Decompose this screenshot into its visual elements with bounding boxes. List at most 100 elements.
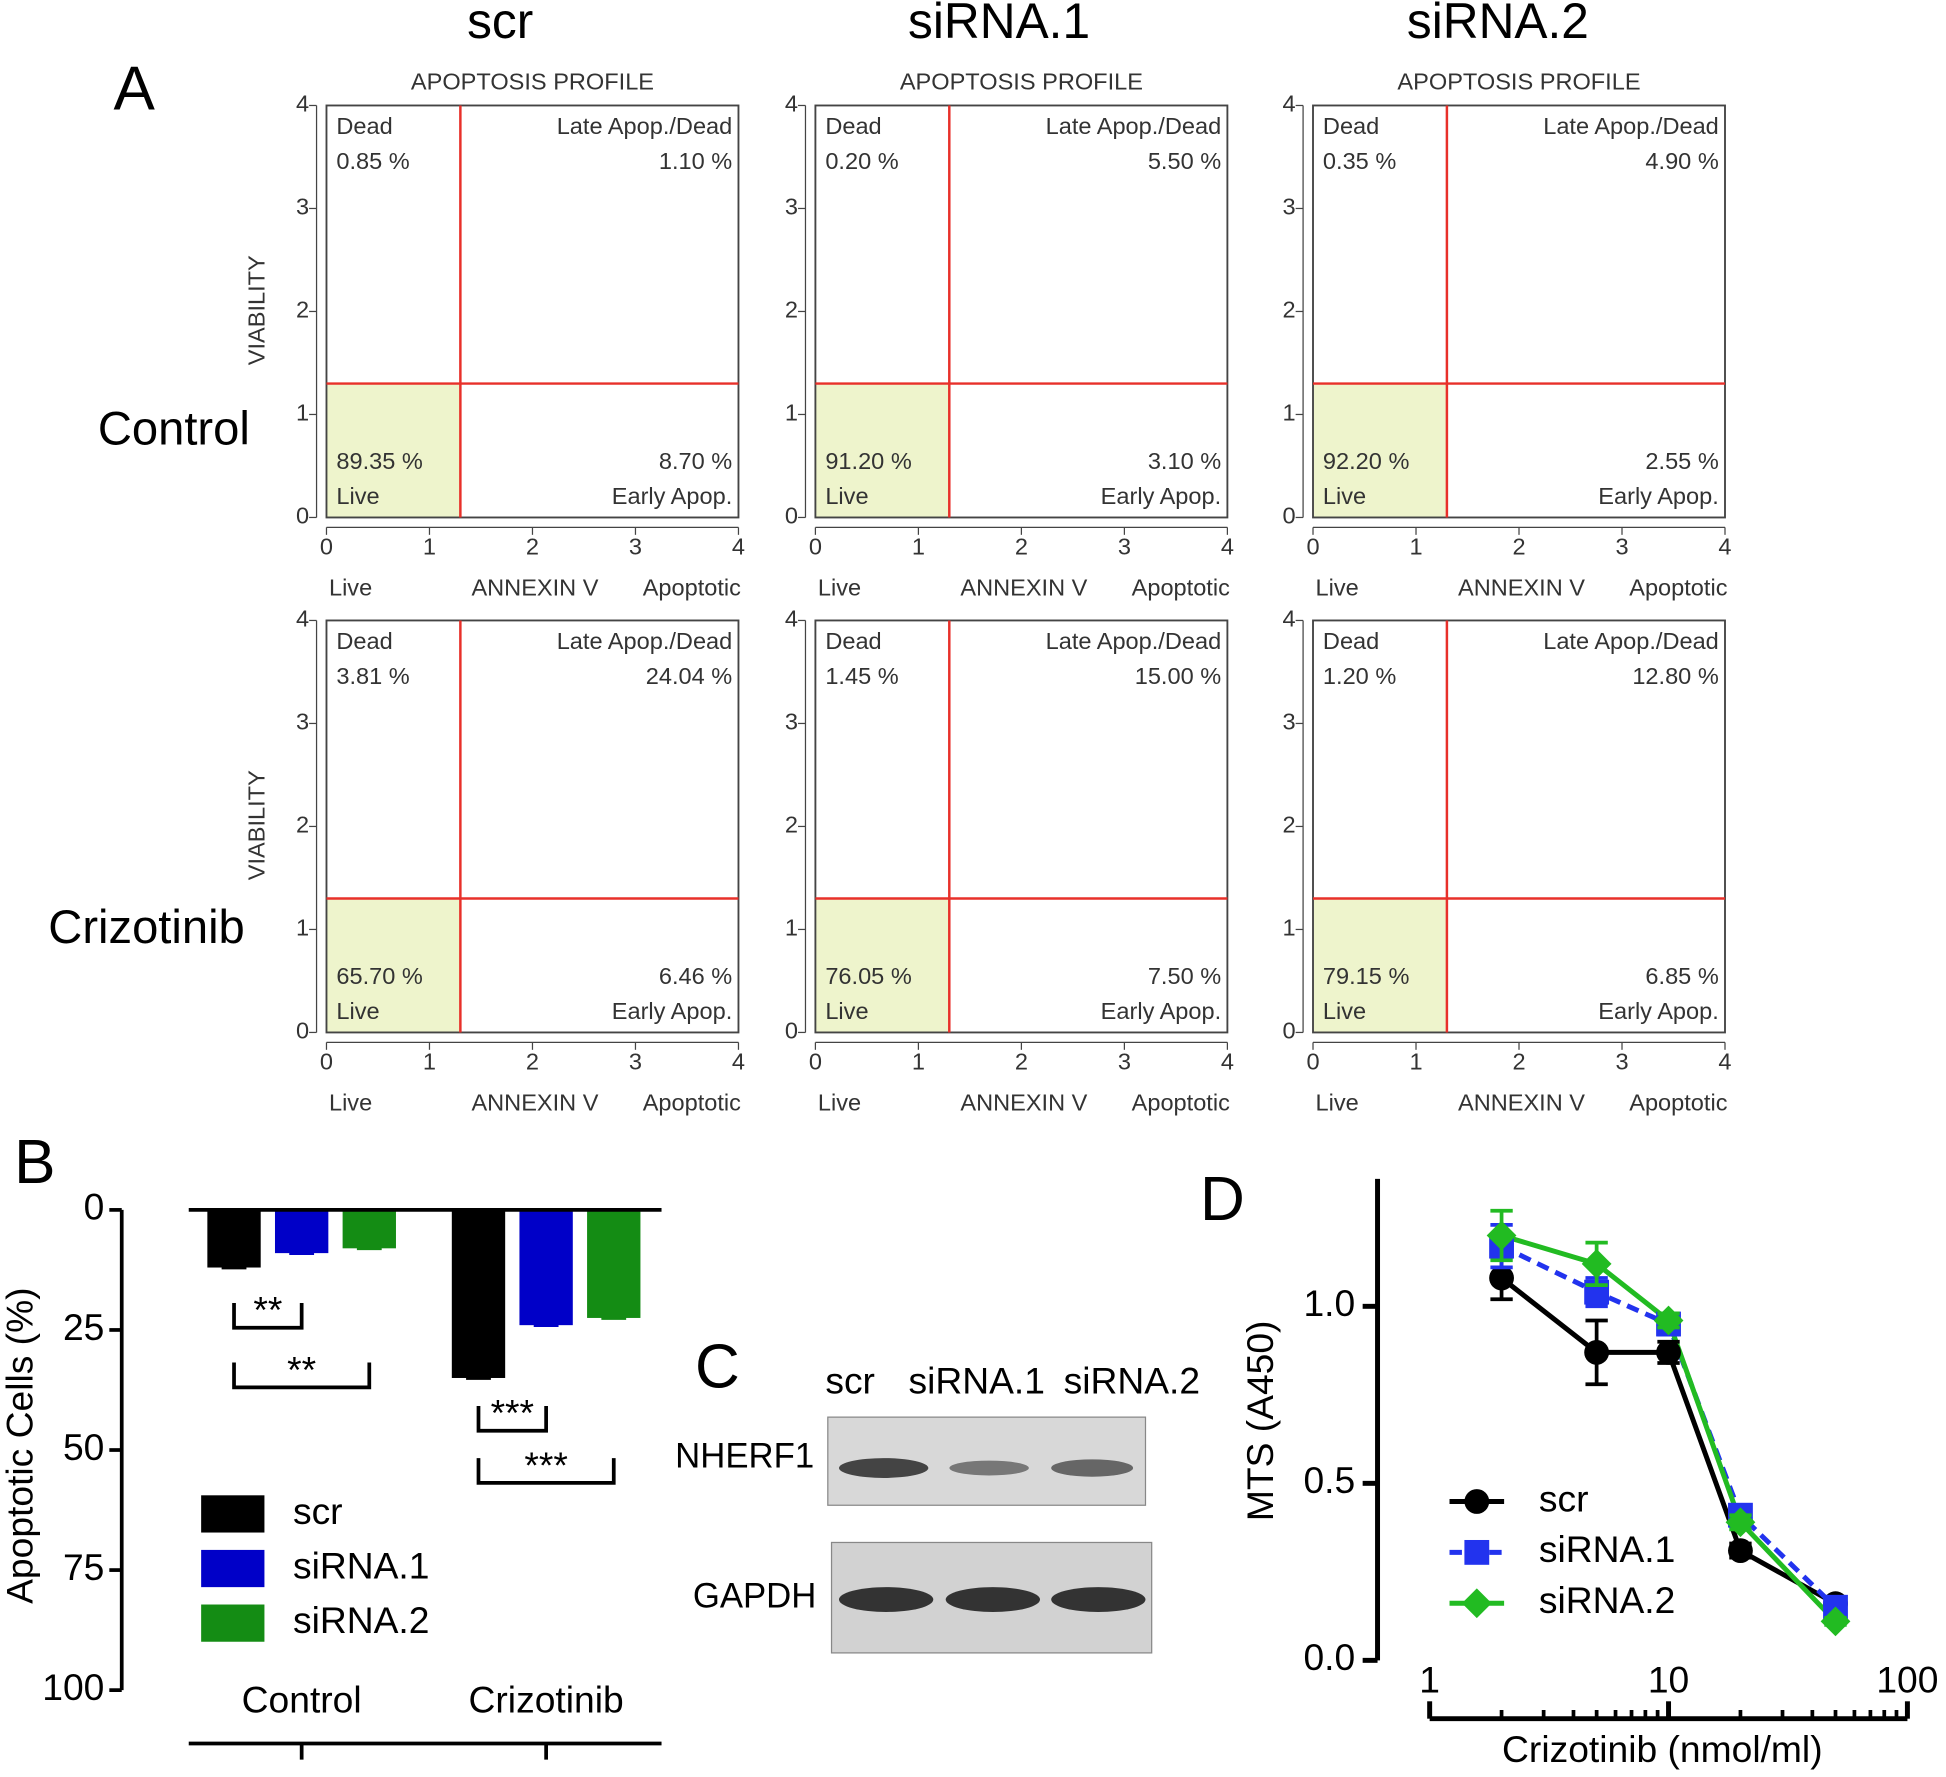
quadrant-name: Dead [825, 628, 881, 654]
x-tick-label: 4 [1221, 1049, 1234, 1075]
plot-frame [325, 619, 740, 1034]
marker [1653, 1305, 1684, 1336]
y-tick-label: 1 [296, 915, 309, 941]
quadrant-value: 4.90 % [1645, 148, 1718, 174]
x-axis-label: ANNEXIN V [471, 575, 598, 601]
y-axis-label: Apoptotic Cells (%) [0, 1287, 40, 1603]
x-left-label: Live [1315, 1090, 1358, 1116]
x-tick-label: 1 [912, 1049, 925, 1075]
bar [519, 1209, 573, 1326]
quadrant-name: Early Apop. [612, 998, 733, 1024]
live-gate [815, 898, 950, 1033]
legend-label: siRNA.2 [1539, 1579, 1676, 1621]
marker [1656, 1339, 1681, 1365]
legend-label: scr [1539, 1477, 1589, 1519]
quadrant-value: 1.20 % [1323, 663, 1396, 689]
y-tick-label: 3 [1283, 709, 1296, 735]
y-tick-label: 1.0 [1303, 1282, 1355, 1324]
y-tick-label: 4 [785, 91, 798, 117]
y-tick-label: 0 [785, 1018, 798, 1044]
y-tick-label: 3 [296, 709, 309, 735]
legend-marker [1464, 1489, 1490, 1514]
marker [1820, 1606, 1851, 1637]
column-header: siRNA.1 [908, 0, 1090, 49]
quadrant-name: Early Apop. [1101, 998, 1222, 1024]
quadrant-value: 2.55 % [1645, 448, 1718, 474]
lane-label: scr [825, 1359, 875, 1401]
blot-row-label: NHERF1 [675, 1437, 814, 1475]
quadrant-value: 91.20 % [825, 448, 912, 474]
bar [207, 1209, 261, 1268]
y-tick-label: 2 [296, 297, 309, 323]
y-tick-label: 0.0 [1303, 1636, 1355, 1678]
y-tick-label: 0 [1283, 1018, 1296, 1044]
legend-label: siRNA.2 [293, 1599, 430, 1641]
y-tick-label: 75 [63, 1546, 104, 1588]
y-tick-label: 2 [1283, 297, 1296, 323]
quadrant-value: 8.70 % [659, 448, 732, 474]
x-tick-label: 3 [1615, 534, 1628, 560]
x-tick-label: 1 [1419, 1659, 1440, 1701]
row-label: Control [98, 401, 250, 454]
quadrant-name: Live [825, 998, 868, 1024]
quadrant-value: 15.00 % [1135, 663, 1222, 689]
significance-label: ** [253, 1289, 282, 1331]
quadrant-value: 1.10 % [659, 148, 732, 174]
quadrant-value: 1.45 % [825, 663, 898, 689]
x-left-label: Live [329, 1090, 372, 1116]
legend-swatch [201, 1604, 265, 1642]
blot-band [945, 1587, 1041, 1612]
x-right-label: Apoptotic [1629, 1090, 1727, 1116]
y-axis-label: VIABILITY [243, 255, 269, 365]
quadrant-name: Dead [336, 113, 392, 139]
x-left-label: Live [818, 575, 861, 601]
live-gate [815, 383, 950, 518]
quadrant-name: Early Apop. [1598, 998, 1719, 1024]
column-header: siRNA.2 [1407, 0, 1589, 49]
plot-frame [325, 104, 740, 519]
quadrant-value: 79.15 % [1323, 963, 1410, 989]
plot-frame [814, 104, 1229, 519]
y-tick-label: 2 [296, 812, 309, 838]
x-tick-label: 0 [809, 1049, 822, 1075]
quadrant-name: Live [1323, 998, 1366, 1024]
quadrant-name: Early Apop. [1101, 483, 1222, 509]
legend-label: scr [293, 1490, 343, 1532]
x-tick-label: 0 [1306, 1049, 1319, 1075]
column-header: scr [467, 0, 533, 49]
chart-title: APOPTOSIS PROFILE [411, 68, 654, 94]
quadrant-value: 6.46 % [659, 963, 732, 989]
y-tick-label: 1 [785, 915, 798, 941]
y-tick-label: 50 [63, 1426, 104, 1468]
row-label: Crizotinib [48, 900, 244, 953]
legend-swatch [201, 1495, 265, 1533]
y-tick-label: 0 [296, 1018, 309, 1044]
x-tick-label: 4 [1221, 534, 1234, 560]
plot-frame [1312, 619, 1726, 1034]
quadrant-value: 7.50 % [1148, 963, 1221, 989]
x-tick-label: 3 [1118, 1049, 1131, 1075]
live-gate [1313, 383, 1447, 518]
x-right-label: Apoptotic [1132, 575, 1230, 601]
lane-label: siRNA.1 [908, 1359, 1045, 1401]
quadrant-name: Live [336, 483, 379, 509]
quadrant-name: Dead [825, 113, 881, 139]
y-tick-label: 4 [296, 606, 309, 632]
legend-marker [1461, 1588, 1492, 1619]
quadrant-value: 12.80 % [1632, 663, 1719, 689]
y-tick-label: 1 [785, 400, 798, 426]
x-tick-label: 1 [912, 534, 925, 560]
quadrant-name: Late Apop./Dead [557, 113, 733, 139]
bar [274, 1209, 329, 1254]
x-tick-label: 2 [1015, 1049, 1028, 1075]
panel-label: D [1200, 1165, 1245, 1234]
marker [1486, 1220, 1517, 1251]
quadrant-value: 76.05 % [825, 963, 912, 989]
x-tick-label: 3 [629, 534, 642, 560]
quadrant-name: Live [825, 483, 868, 509]
quadrant-value: 24.04 % [646, 663, 733, 689]
y-tick-label: 1 [1283, 400, 1296, 426]
significance-label: *** [524, 1444, 567, 1486]
marker [1584, 1339, 1610, 1365]
x-tick-label: Control [242, 1678, 362, 1720]
